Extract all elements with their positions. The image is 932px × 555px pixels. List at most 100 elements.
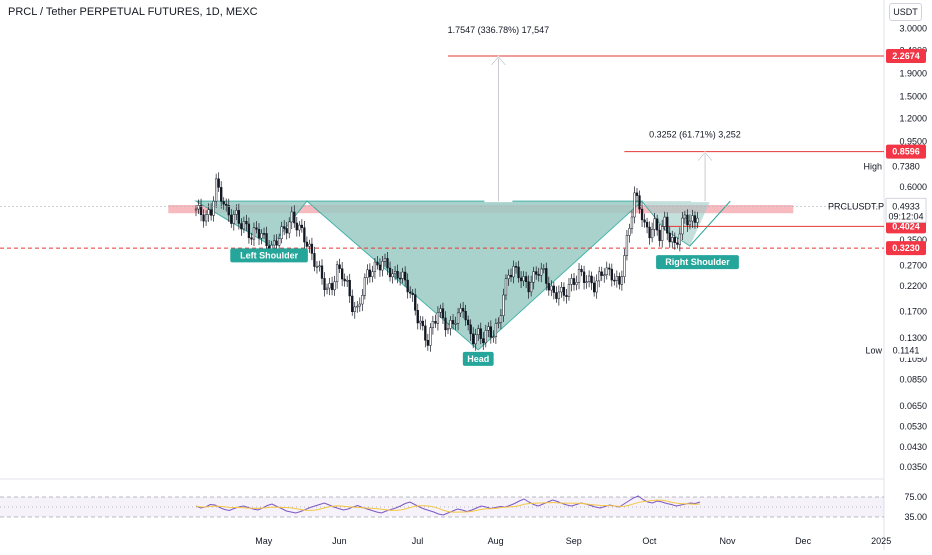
candle-body xyxy=(686,214,689,226)
candle-body xyxy=(482,338,485,344)
candle-body xyxy=(265,233,268,247)
level-tag xyxy=(886,48,926,63)
candle-body xyxy=(406,279,409,293)
candle-body xyxy=(409,291,412,294)
candle-body xyxy=(681,217,684,235)
candle-body xyxy=(225,203,228,206)
price-axis xyxy=(884,0,932,550)
pattern-label-box xyxy=(230,248,308,263)
pattern-label-box xyxy=(462,351,494,366)
candle-body xyxy=(492,336,495,339)
candle-body xyxy=(328,283,331,289)
candle-body xyxy=(472,333,475,345)
x-tick-label: 2025 xyxy=(871,536,891,546)
currency-button[interactable]: USDT xyxy=(889,3,922,21)
candle-body xyxy=(207,209,210,215)
pattern-label: Head xyxy=(467,354,489,364)
candle-body xyxy=(235,210,238,215)
last-price-label: 0.4933 xyxy=(892,201,920,211)
candle-body xyxy=(333,281,336,291)
candle-body xyxy=(668,232,671,243)
candle-body xyxy=(441,308,445,319)
y-tick-label: 0.0350 xyxy=(899,462,927,472)
candle-body xyxy=(623,255,626,277)
candle-body xyxy=(414,294,417,311)
candle-body xyxy=(560,286,563,293)
candle-body xyxy=(305,241,309,247)
candle-body xyxy=(517,266,520,279)
candle-body xyxy=(199,205,203,215)
x-tick-label: May xyxy=(255,536,273,546)
candle-body xyxy=(378,264,382,271)
candle-body xyxy=(600,271,603,276)
candle-body xyxy=(499,315,503,323)
y-tick-label: 0.0850 xyxy=(899,375,927,385)
measure-label: 0.3252 (61.71%) 3,252 xyxy=(649,130,741,140)
candle-body xyxy=(618,276,621,285)
x-tick-label: Dec xyxy=(795,536,812,546)
candle-body xyxy=(404,271,407,281)
candle-body xyxy=(678,233,681,245)
candle-body xyxy=(222,201,225,205)
x-tick-label: Sep xyxy=(566,536,582,546)
candle-body xyxy=(398,277,402,280)
candle-body xyxy=(590,275,593,284)
candle-body xyxy=(487,326,490,331)
price-mark-tag xyxy=(886,343,926,358)
candle-body xyxy=(610,268,613,281)
candle-body xyxy=(230,214,233,224)
candle-body xyxy=(212,200,215,216)
candle-body xyxy=(635,192,639,196)
level-tag-label: 2.2674 xyxy=(892,51,920,61)
candle-body xyxy=(429,327,432,346)
candle-body xyxy=(595,280,598,293)
candle-body xyxy=(519,277,523,282)
candle-body xyxy=(260,233,263,239)
candle-body xyxy=(671,237,674,243)
candle-body xyxy=(366,269,369,279)
level-tag xyxy=(886,241,926,256)
candle-body xyxy=(555,292,558,299)
price-mark-label: 0.1141 xyxy=(893,346,920,356)
candle-body xyxy=(323,278,326,291)
candle-body xyxy=(308,243,311,247)
candle-body xyxy=(283,226,286,229)
candle-body xyxy=(582,271,586,283)
candle-body xyxy=(388,267,392,278)
candle-body xyxy=(628,228,631,236)
candle-body xyxy=(663,216,666,227)
candle-body xyxy=(209,209,213,216)
candle-body xyxy=(335,264,339,283)
y-tick-label: 0.3500 xyxy=(899,235,927,245)
candle-body xyxy=(512,266,515,278)
candle-body xyxy=(666,216,669,234)
candle-body xyxy=(658,229,661,241)
candle-body xyxy=(373,261,377,272)
price-mark-name: High xyxy=(863,162,882,172)
candle-body xyxy=(474,334,477,345)
candle-body xyxy=(605,267,608,276)
candle-body xyxy=(227,205,230,216)
candle-body xyxy=(542,268,545,270)
price-mark-tag xyxy=(886,159,926,174)
candle-body xyxy=(343,278,346,282)
candle-body xyxy=(522,276,525,282)
pattern-label: Right Shoulder xyxy=(665,257,730,267)
candle-body xyxy=(527,281,530,293)
candle-body xyxy=(250,237,253,240)
candle-body xyxy=(625,235,629,256)
x-tick-label: Oct xyxy=(642,536,657,546)
candle-body xyxy=(615,276,618,281)
candle-body xyxy=(300,224,303,228)
candle-body xyxy=(330,283,334,291)
candle-body xyxy=(497,322,500,324)
candle-body xyxy=(293,211,296,224)
candle-body xyxy=(197,205,200,210)
y-tick-label: 0.1300 xyxy=(899,333,927,343)
candle-body xyxy=(603,274,606,277)
candle-body xyxy=(494,323,498,338)
y-tick-label: 0.6000 xyxy=(899,182,927,192)
candle-body xyxy=(237,210,240,224)
